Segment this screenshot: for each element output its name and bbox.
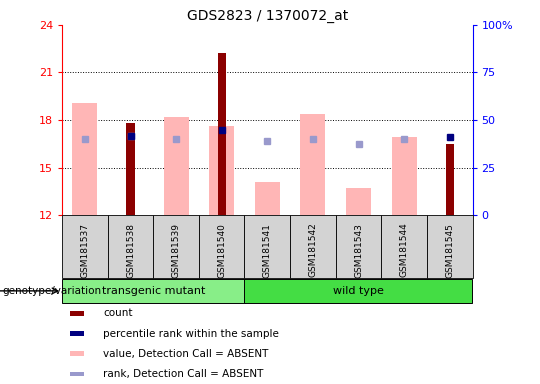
Bar: [70, 371, 84, 376]
Bar: [62, 215, 107, 278]
Bar: [164, 117, 188, 215]
Bar: [346, 188, 371, 215]
Title: GDS2823 / 1370072_at: GDS2823 / 1370072_at: [187, 8, 348, 23]
Bar: [153, 215, 199, 278]
Bar: [392, 137, 417, 215]
Bar: [300, 114, 326, 215]
Text: GSM181537: GSM181537: [80, 223, 90, 278]
Text: count: count: [103, 308, 133, 318]
Text: GSM181540: GSM181540: [217, 223, 226, 278]
Bar: [107, 215, 153, 278]
Bar: [255, 182, 280, 215]
Text: GSM181542: GSM181542: [308, 223, 318, 277]
Bar: [62, 279, 245, 303]
Text: wild type: wild type: [333, 286, 384, 296]
Bar: [336, 215, 381, 278]
Bar: [427, 215, 472, 278]
Text: GSM181545: GSM181545: [445, 223, 454, 278]
Bar: [70, 351, 84, 356]
Bar: [199, 215, 245, 278]
Text: GSM181541: GSM181541: [263, 223, 272, 278]
Text: GSM181544: GSM181544: [400, 223, 409, 277]
Bar: [446, 144, 454, 215]
Bar: [70, 331, 84, 336]
Bar: [209, 126, 234, 215]
Bar: [381, 215, 427, 278]
Bar: [245, 279, 472, 303]
Text: value, Detection Call = ABSENT: value, Detection Call = ABSENT: [103, 349, 268, 359]
Bar: [70, 311, 84, 316]
Bar: [72, 103, 97, 215]
Text: GSM181543: GSM181543: [354, 223, 363, 278]
Bar: [218, 53, 226, 215]
Text: percentile rank within the sample: percentile rank within the sample: [103, 329, 279, 339]
Text: rank, Detection Call = ABSENT: rank, Detection Call = ABSENT: [103, 369, 264, 379]
Bar: [126, 123, 134, 215]
Text: genotype/variation: genotype/variation: [3, 286, 102, 296]
Text: transgenic mutant: transgenic mutant: [102, 286, 205, 296]
Bar: [245, 215, 290, 278]
Text: GSM181538: GSM181538: [126, 223, 135, 278]
Text: GSM181539: GSM181539: [172, 223, 180, 278]
Bar: [290, 215, 336, 278]
